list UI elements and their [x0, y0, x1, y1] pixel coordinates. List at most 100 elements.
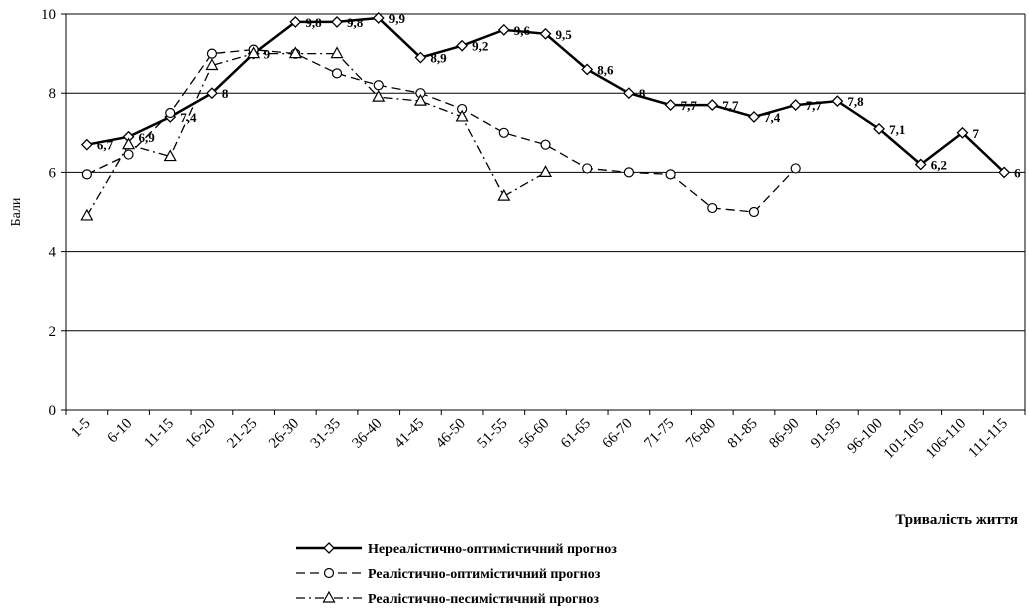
data-label: 6 [1014, 165, 1021, 180]
marker [665, 169, 676, 180]
data-label: 9,9 [389, 11, 406, 26]
data-label: 6,2 [931, 157, 947, 172]
x-tick-label: 31-35 [308, 416, 344, 452]
y-axis-title: Бали [9, 197, 24, 226]
marker [330, 46, 344, 59]
x-tick-label: 6-10 [105, 416, 136, 447]
marker [623, 167, 634, 178]
y-tick-label: 6 [49, 165, 57, 181]
data-label: 9,6 [514, 23, 531, 38]
data-label: 8 [639, 86, 646, 101]
data-label: 7,4 [764, 110, 781, 125]
marker [456, 39, 469, 52]
data-label: 7,4 [180, 110, 197, 125]
x-tick-label: 101-105 [881, 416, 928, 463]
marker [81, 169, 92, 180]
x-tick-label: 86-90 [766, 416, 802, 452]
marker [706, 99, 719, 111]
data-label: 9,2 [472, 39, 488, 54]
marker [540, 139, 551, 150]
x-tick-label: 16-20 [183, 416, 219, 452]
y-tick-label: 10 [41, 7, 56, 23]
marker [539, 27, 552, 40]
x-tick-label: 106-110 [923, 416, 969, 462]
data-label: 9,5 [556, 27, 573, 42]
marker [247, 46, 261, 59]
data-label: 8,9 [430, 51, 447, 66]
marker [789, 99, 802, 111]
marker [664, 99, 677, 111]
x-axis-title: Тривалість життя [895, 512, 1018, 528]
marker [372, 89, 386, 102]
marker [622, 87, 635, 100]
marker [205, 58, 219, 71]
x-tick-label: 51-55 [475, 416, 511, 452]
data-label: 8,6 [597, 62, 614, 77]
marker [497, 188, 511, 201]
marker [163, 149, 177, 162]
x-tick-label: 91-95 [808, 416, 844, 452]
data-label: 6,7 [97, 138, 114, 153]
marker [288, 46, 302, 59]
marker [497, 23, 510, 36]
marker [323, 542, 335, 554]
marker [582, 163, 593, 174]
data-label: 8 [222, 86, 229, 101]
marker [498, 127, 509, 138]
marker [122, 137, 136, 150]
marker [372, 12, 385, 24]
series-line [86, 48, 797, 213]
marker [80, 138, 93, 151]
marker [455, 109, 469, 122]
y-tick-label: 8 [49, 86, 57, 102]
marker [707, 202, 718, 214]
y-tick-label: 0 [49, 403, 57, 419]
marker [206, 87, 218, 100]
data-label: 7,7 [681, 98, 698, 113]
x-tick-label: 1-5 [68, 416, 93, 441]
legend-label: Реалістично-оптимістичний прогноз [368, 567, 601, 582]
marker [998, 166, 1011, 179]
marker [331, 68, 343, 79]
series-line [86, 52, 546, 217]
marker [322, 590, 336, 603]
x-tick-label: 81-85 [725, 416, 761, 452]
data-label: 9 [264, 47, 271, 62]
marker [790, 163, 801, 174]
x-tick-label: 26-30 [266, 416, 302, 452]
marker [873, 122, 885, 135]
y-tick-label: 2 [49, 324, 57, 340]
marker [914, 158, 927, 171]
data-label: 6,9 [139, 130, 156, 145]
x-tick-label: 111-115 [965, 416, 1010, 461]
data-label: 7,1 [889, 122, 905, 137]
marker [581, 63, 594, 76]
marker [373, 80, 384, 91]
x-tick-label: 66-70 [600, 416, 636, 452]
marker [831, 95, 844, 108]
y-tick-label: 4 [49, 245, 57, 261]
x-tick-label: 41-45 [391, 416, 427, 452]
data-label: 9,8 [347, 15, 364, 30]
x-tick-label: 21-25 [224, 416, 260, 452]
marker [413, 93, 427, 106]
marker [123, 149, 134, 160]
marker [748, 206, 760, 218]
data-label: 7 [972, 126, 979, 141]
marker [289, 16, 302, 28]
x-tick-label: 11-15 [141, 416, 177, 452]
x-tick-label: 71-75 [641, 416, 677, 452]
marker [206, 48, 218, 59]
data-label: 7,7 [806, 98, 823, 113]
data-label: 9,8 [305, 15, 322, 30]
data-label: 7,8 [847, 94, 864, 109]
marker [748, 111, 760, 123]
marker [331, 16, 343, 28]
marker [414, 51, 427, 64]
data-label: 7,7 [722, 98, 739, 113]
x-tick-label: 46-50 [433, 416, 469, 452]
legend-label: Нереалістично-оптимістичний прогноз [368, 542, 617, 557]
marker [323, 567, 335, 579]
marker [165, 107, 176, 119]
